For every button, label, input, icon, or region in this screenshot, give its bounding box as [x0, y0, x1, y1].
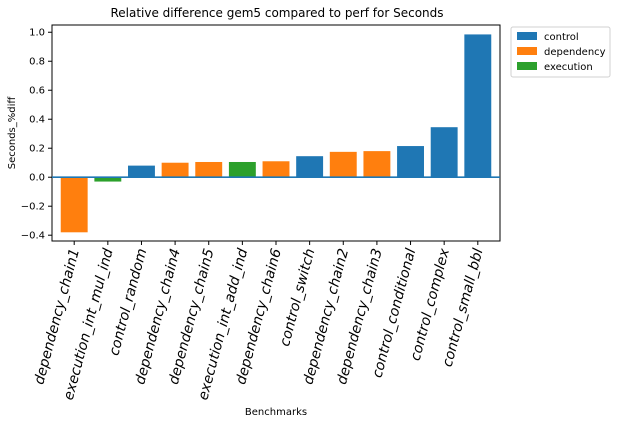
legend-label-dependency: dependency [544, 47, 606, 58]
legend-label-control: control [544, 32, 579, 43]
legend-swatch-control [517, 32, 537, 40]
x-tick-label-control_switch: control_switch [277, 247, 318, 348]
x-axis-label: Benchmarks [245, 407, 307, 418]
y-tick-label: 0.6 [29, 86, 45, 97]
bar-dependency_chain4 [161, 162, 189, 178]
bar-execution_int_mul_ind [94, 177, 122, 182]
x-axis: dependency_chain1execution_int_mul_indco… [31, 241, 487, 402]
y-tick-label: 0.0 [29, 173, 45, 184]
bar-control_small_bbl [464, 34, 492, 178]
y-tick-label: 0.8 [29, 57, 45, 68]
y-tick-label: −0.2 [21, 202, 45, 213]
y-axis-label: Seconds_%diff [7, 96, 18, 170]
legend: control dependency execution [510, 26, 611, 78]
chart-title: Relative difference gem5 compared to per… [110, 6, 443, 20]
bar-control_complex [430, 127, 458, 178]
y-tick-label: 1.0 [29, 28, 45, 39]
y-tick-label: −0.4 [21, 231, 45, 242]
plot-area [51, 24, 501, 242]
y-tick-label: 0.4 [29, 115, 45, 126]
y-tick-label: 0.2 [29, 144, 45, 155]
bar-execution_int_add_ind [228, 161, 256, 178]
bar-dependency_chain5 [195, 161, 223, 178]
legend-swatch-dependency [517, 47, 537, 55]
bar-dependency_chain2 [329, 151, 357, 178]
bars [60, 34, 492, 233]
y-axis: −0.4 −0.2 0.0 0.2 0.4 0.6 0.8 1.0 [21, 28, 52, 242]
legend-label-execution: execution [544, 62, 593, 73]
bar-dependency_chain6 [262, 161, 290, 178]
bar-dependency_chain1 [60, 177, 88, 233]
bar-dependency_chain3 [363, 151, 391, 178]
bar-control_random [128, 165, 155, 178]
bar-control_conditional [397, 146, 424, 178]
legend-swatch-execution [517, 62, 537, 70]
bar-control_switch [296, 156, 324, 178]
